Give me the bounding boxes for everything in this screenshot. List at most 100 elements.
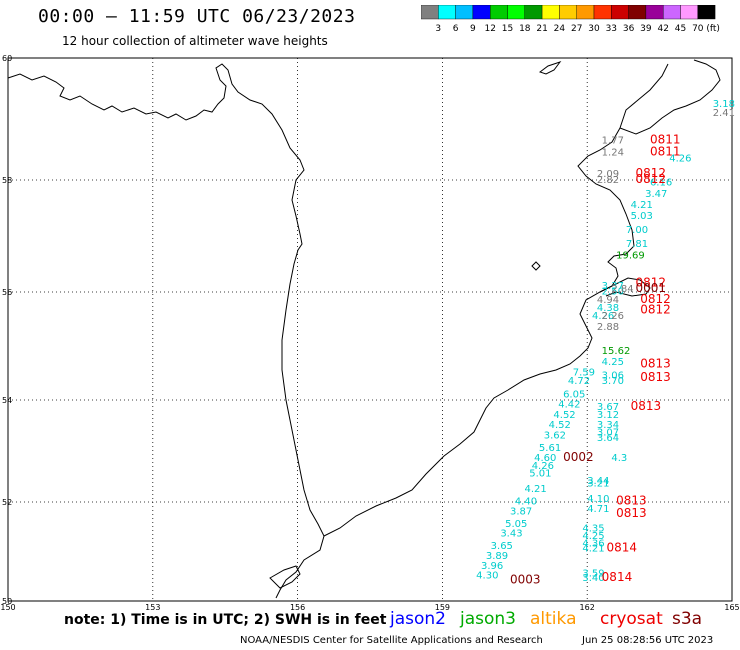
legend-label: 42 xyxy=(657,24,668,34)
wave-height-label: 4.52 xyxy=(549,420,571,431)
legend-label: 36 xyxy=(623,24,635,34)
wave-height-label: 3.34 xyxy=(597,420,619,431)
wave-height-label: 2.84 xyxy=(611,284,633,295)
pass-time-label: 0812 xyxy=(640,292,671,306)
map-title: 00:00 – 11:59 UTC 06/23/2023 xyxy=(38,6,356,27)
legend-label: 18 xyxy=(519,24,531,34)
legend-label: 39 xyxy=(640,24,652,34)
wave-height-label: 3.07 xyxy=(597,428,619,439)
wave-height-label: 3.64 xyxy=(597,433,619,444)
wave-height-label: 3.70 xyxy=(602,376,624,387)
map-frame xyxy=(7,57,733,602)
legend-swatch xyxy=(697,5,716,20)
pass-time-label: 0812 xyxy=(640,303,671,317)
pass-time-label: 0003 xyxy=(510,573,541,587)
legend-label: 24 xyxy=(554,24,566,34)
wave-height-label: 3.96 xyxy=(481,561,503,572)
kamchatka-coastline xyxy=(7,59,721,599)
wave-height-label: 2.88 xyxy=(597,322,619,333)
wave-height-label: 3.18 xyxy=(713,99,735,110)
mission-jason3: jason3 xyxy=(460,609,516,629)
wave-height-label: 4.25 xyxy=(602,357,624,368)
wave-height-label: 3.40 xyxy=(582,573,604,584)
east-coast-path xyxy=(323,63,669,537)
wave-height-label: 4.10 xyxy=(587,494,609,505)
pass-time-label: 0811 xyxy=(650,145,681,159)
wave-height-label: 5.05 xyxy=(505,519,527,530)
wave-height-label: 4.52 xyxy=(553,410,575,421)
wave-height-label: 4.26 xyxy=(669,154,691,165)
wave-height-label: 4.30 xyxy=(476,571,498,582)
island-path-3 xyxy=(269,565,301,589)
wave-height-label: 3.59 xyxy=(582,568,604,579)
legend-label: 30 xyxy=(588,24,600,34)
pass-time-label: 0812 xyxy=(635,172,666,186)
wave-height-label: 4.35 xyxy=(582,524,604,535)
map-subtitle: 12 hour collection of altimeter wave hei… xyxy=(62,34,328,48)
lat-tick-label: 60 xyxy=(2,54,12,63)
legend-unit: (ft) xyxy=(706,24,720,34)
wave-height-color-legend: 3 6 9 12 15 18 21 24 27 30 33 36 39 42 45 70 (ft) xyxy=(421,5,720,34)
legend-label: 6 xyxy=(453,24,459,34)
wave-height-label: 4.60 xyxy=(534,453,556,464)
wave-height-label: 5.61 xyxy=(539,443,561,454)
pass-time-label: 0813 xyxy=(631,399,662,413)
island-path-1 xyxy=(538,61,562,75)
wave-height-label: 3.12 xyxy=(597,410,619,421)
wave-height-label: 4.72 xyxy=(568,376,590,387)
pass-time-label: 0813 xyxy=(616,493,647,507)
lon-tick-label: 159 xyxy=(435,603,450,612)
wave-height-label: 5.03 xyxy=(631,211,653,222)
pass-time-label: 0811 xyxy=(650,132,681,146)
legend-label: 70 xyxy=(692,24,704,34)
wave-height-label: 6.05 xyxy=(563,389,585,400)
wave-height-label: 2.41 xyxy=(713,108,735,119)
wave-height-label: 6.16 xyxy=(650,178,672,189)
west-coast-path xyxy=(7,63,325,599)
legend-label: 27 xyxy=(571,24,582,34)
wave-height-label: 3.06 xyxy=(602,370,624,381)
mission-altika: altika xyxy=(530,609,577,629)
wave-height-label: 7.59 xyxy=(573,368,595,379)
wave-height-label: 7.81 xyxy=(626,239,648,250)
wave-height-label: 3.44 xyxy=(587,476,609,487)
pass-time-label: 0001 xyxy=(635,281,666,295)
wave-height-label: 4.36 xyxy=(582,539,604,550)
wave-height-observations: 3.182.411.771.244.262.092.82 6.163.474.21… xyxy=(476,99,735,587)
wave-height-label: 4.21 xyxy=(582,544,604,555)
wave-height-label: 7.00 xyxy=(626,225,648,236)
lat-tick-label: 52 xyxy=(2,498,12,507)
wave-height-label: 3.47 xyxy=(645,189,667,200)
wave-height-label: 4.94 xyxy=(597,295,619,306)
mission-jason2: jason2 xyxy=(390,609,446,629)
lat-tick-label: 54 xyxy=(2,396,12,405)
lon-tick-label: 150 xyxy=(0,603,15,612)
legend-label: 21 xyxy=(536,24,547,34)
wave-height-label: 4.26 xyxy=(532,461,554,472)
pass-time-label: 0812 xyxy=(635,166,666,180)
lat-tick-label: 56 xyxy=(2,288,12,297)
pass-time-label: 0002 xyxy=(563,450,594,464)
axis-tick-labels: 150 153 156 159 162 165 60 58 56 54 52 50 xyxy=(0,54,739,612)
legend-label: 33 xyxy=(606,24,617,34)
wave-height-label: 2.82 xyxy=(597,175,619,186)
wave-height-label: 19.69 xyxy=(616,250,645,261)
northeast-coast-path xyxy=(619,59,721,135)
wave-height-label: 3.37 xyxy=(602,281,624,292)
wave-height-label: 4.38 xyxy=(597,303,619,314)
wave-height-label: 3.21 xyxy=(587,479,609,490)
wave-height-label: 2.09 xyxy=(597,169,619,180)
wave-height-label: 3.87 xyxy=(510,506,532,517)
lat-lon-gridlines xyxy=(7,57,733,602)
island-path-2 xyxy=(531,261,541,271)
wave-height-label: 1.24 xyxy=(602,148,624,159)
legend-label: 3 xyxy=(435,24,441,34)
pass-time-label: 0813 xyxy=(640,357,671,371)
credit-line: NOAA/NESDIS Center for Satellite Applica… xyxy=(240,635,543,646)
wave-height-label: 3.89 xyxy=(486,551,508,562)
wave-height-label: 4.40 xyxy=(515,496,537,507)
lat-tick-label: 50 xyxy=(2,597,12,606)
wave-height-label: 3.65 xyxy=(491,541,513,552)
wave-height-label: 4.21 xyxy=(524,484,546,495)
